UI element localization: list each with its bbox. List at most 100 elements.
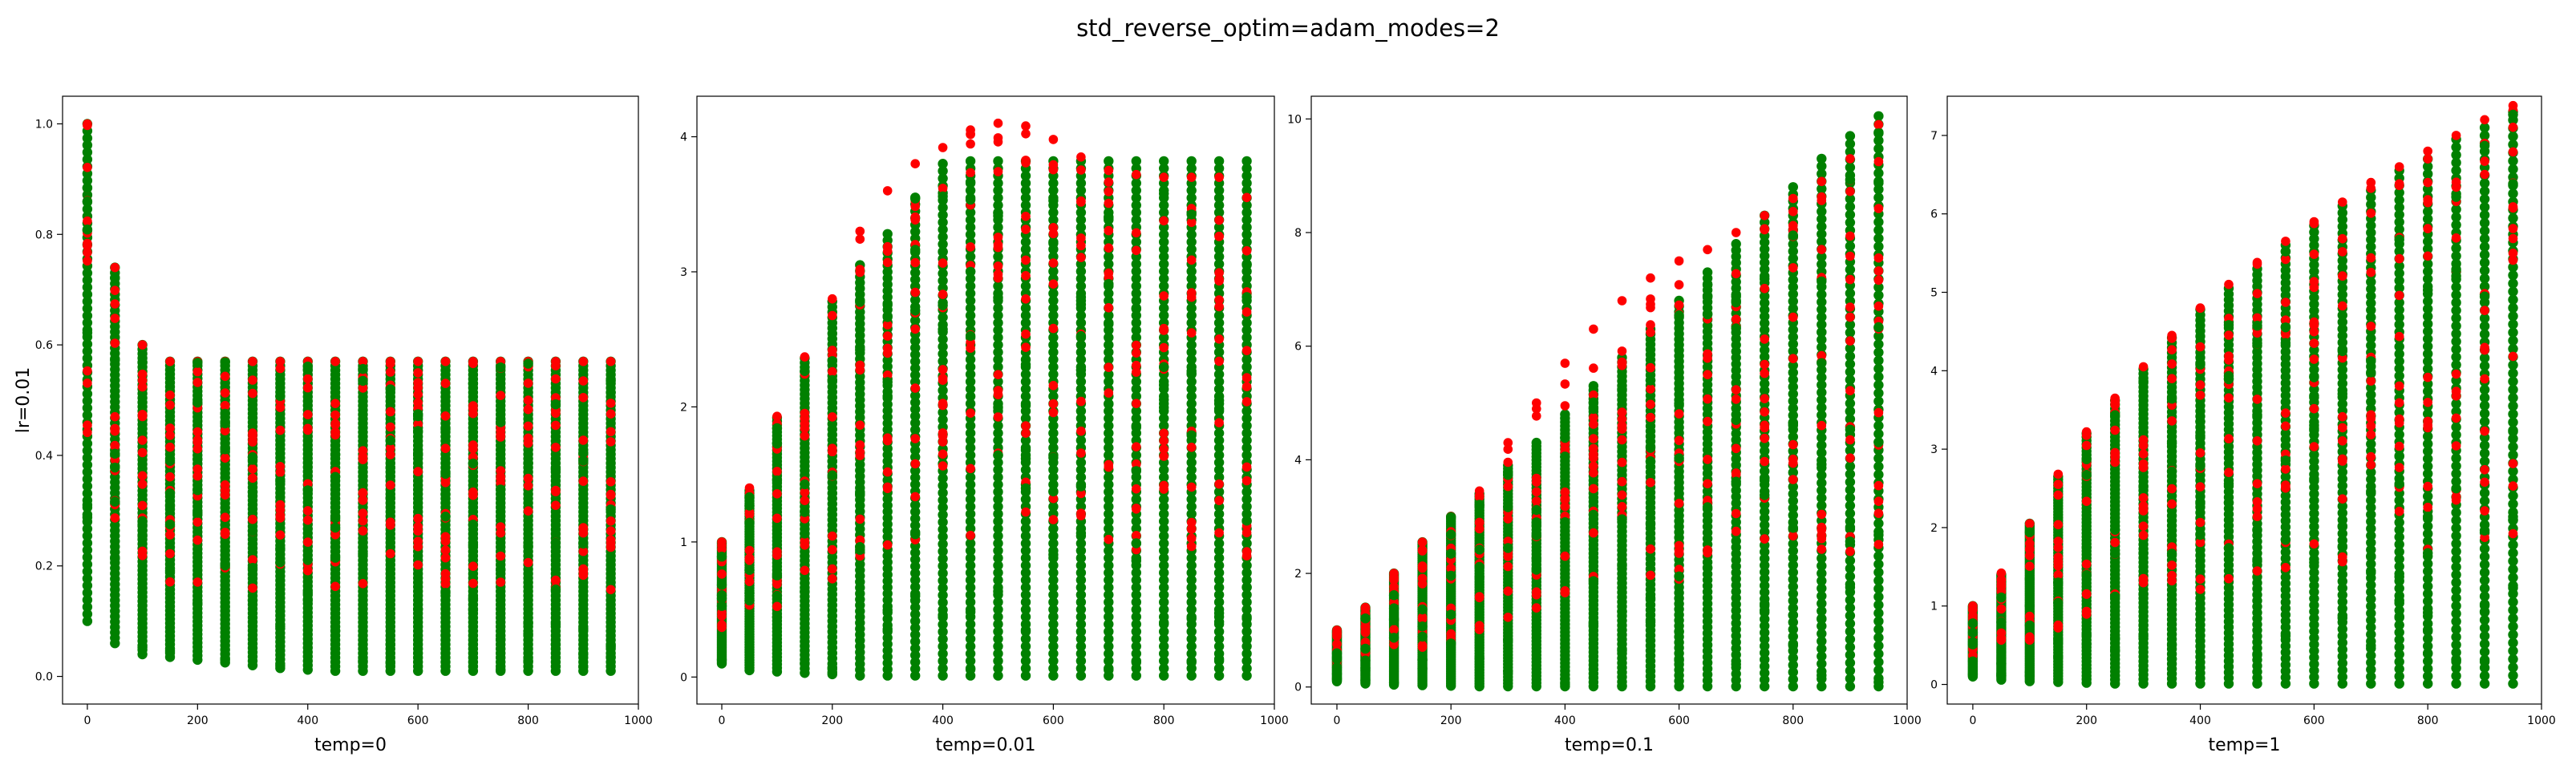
data-point <box>1048 279 1059 289</box>
data-point <box>523 458 533 468</box>
data-point <box>993 167 1003 176</box>
data-point <box>800 479 810 490</box>
data-point <box>855 365 865 375</box>
data-point <box>1532 587 1541 597</box>
data-point <box>82 512 93 523</box>
data-point <box>1131 422 1142 433</box>
data-point <box>1159 188 1169 199</box>
data-point <box>82 275 93 285</box>
data-point <box>938 449 948 459</box>
data-point <box>1048 486 1059 496</box>
data-point <box>220 426 230 435</box>
data-point <box>1503 635 1513 646</box>
data-point <box>82 601 93 613</box>
data-point <box>220 654 230 666</box>
data-point <box>247 595 258 606</box>
data-point <box>1186 657 1197 668</box>
data-point <box>1104 198 1114 208</box>
data-point <box>1048 515 1059 524</box>
data-point <box>993 208 1003 219</box>
data-point <box>1417 563 1428 573</box>
data-point <box>1617 296 1627 306</box>
data-point <box>83 248 92 257</box>
data-point <box>1446 512 1456 523</box>
data-point <box>82 500 93 510</box>
data-point <box>1076 253 1086 262</box>
data-point <box>82 459 93 470</box>
data-point <box>1214 418 1224 427</box>
data-point <box>551 357 561 366</box>
data-point <box>1075 292 1087 302</box>
data-point <box>1159 172 1169 182</box>
data-point <box>110 448 120 459</box>
data-point <box>1076 396 1086 407</box>
data-point <box>330 430 340 440</box>
data-point <box>1104 165 1114 176</box>
data-point <box>1159 403 1169 413</box>
data-point <box>800 586 810 597</box>
data-point <box>993 402 1003 413</box>
data-point <box>248 583 257 593</box>
data-point <box>330 581 340 592</box>
data-point <box>82 282 93 293</box>
data-point <box>910 215 920 225</box>
data-point <box>1214 215 1224 225</box>
data-point <box>551 487 561 496</box>
data-point <box>275 357 286 366</box>
data-point <box>82 474 93 484</box>
data-point <box>330 625 341 636</box>
data-point <box>1674 453 1684 463</box>
data-point <box>247 563 258 573</box>
data-point <box>523 655 533 666</box>
data-point <box>882 377 893 387</box>
data-point <box>772 489 782 499</box>
data-point <box>82 196 93 207</box>
data-point <box>82 531 93 541</box>
data-point <box>1131 538 1142 548</box>
data-point <box>1076 511 1086 520</box>
data-point <box>358 488 368 498</box>
data-point <box>1674 256 1684 266</box>
data-point <box>1186 172 1197 182</box>
data-point <box>993 156 1003 167</box>
data-point <box>828 564 837 574</box>
data-point <box>220 453 230 463</box>
data-point <box>165 391 175 400</box>
data-point <box>82 588 93 598</box>
data-point <box>938 159 948 169</box>
data-point <box>82 346 93 357</box>
data-point <box>1076 165 1086 175</box>
data-point <box>1560 451 1570 462</box>
data-point <box>413 526 423 536</box>
data-point <box>440 378 451 388</box>
data-point <box>1048 160 1059 170</box>
data-point <box>358 363 368 374</box>
data-point <box>358 548 368 559</box>
data-point <box>83 378 92 388</box>
data-point <box>1388 678 1399 688</box>
data-point <box>744 588 755 598</box>
data-point <box>82 481 93 492</box>
data-point <box>192 427 203 437</box>
data-point <box>220 418 230 429</box>
data-point <box>1674 548 1684 558</box>
data-point <box>440 512 451 522</box>
data-point <box>827 374 838 386</box>
data-point <box>440 468 451 480</box>
data-point <box>1241 397 1252 407</box>
data-point <box>165 423 175 433</box>
data-point <box>1617 435 1627 445</box>
data-point <box>800 414 810 423</box>
data-point <box>82 524 93 534</box>
data-point <box>1331 652 1343 662</box>
data-point <box>1186 524 1197 533</box>
data-point <box>386 407 395 417</box>
data-point <box>303 425 313 435</box>
data-point <box>523 540 533 552</box>
data-point <box>1646 412 1655 423</box>
data-point <box>1388 603 1399 613</box>
data-point <box>82 538 93 548</box>
data-point <box>440 489 451 500</box>
data-point <box>220 401 230 411</box>
